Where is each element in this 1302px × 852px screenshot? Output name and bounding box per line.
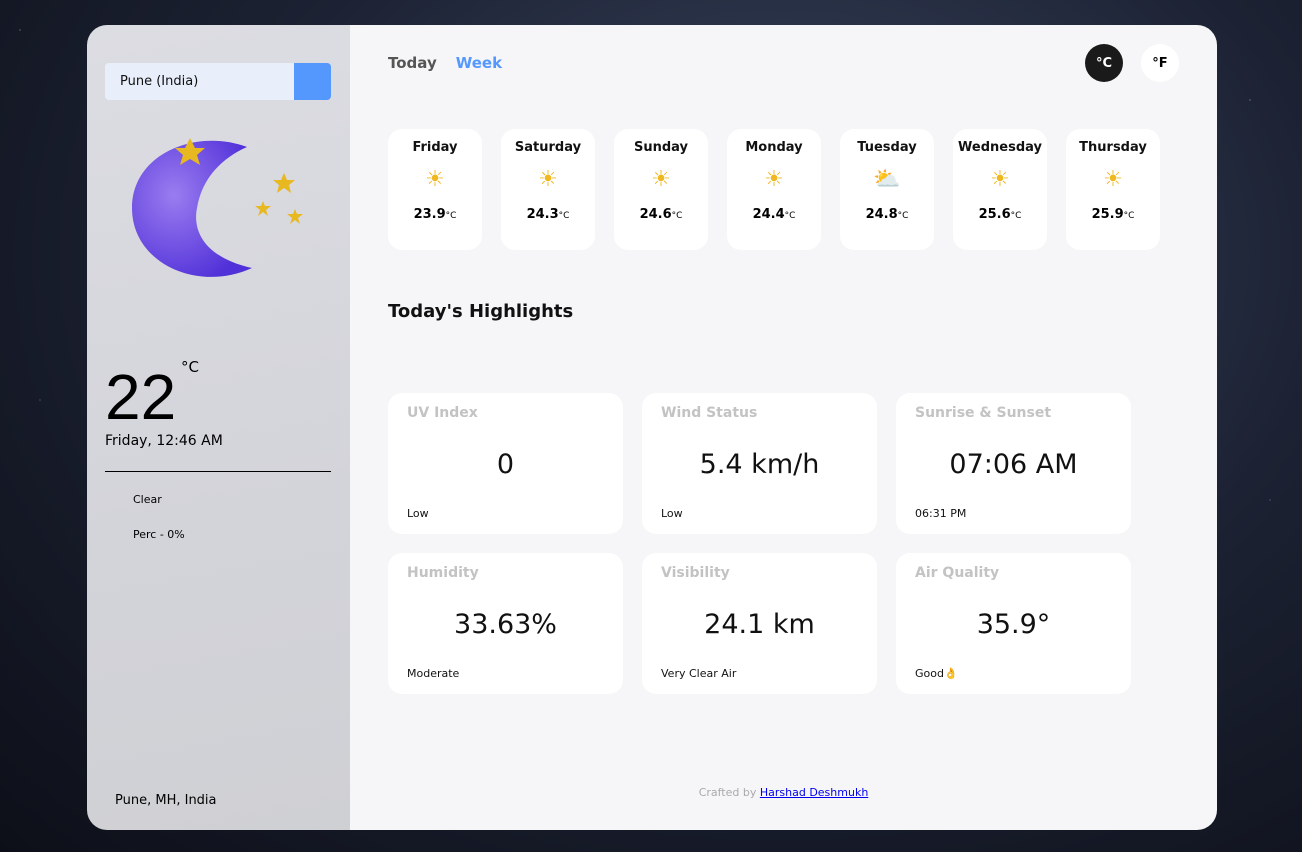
day-temp: 24.4°C bbox=[727, 207, 821, 222]
sidebar: 22 °C Friday, 12:46 AM Clear Perc - 0% P… bbox=[87, 25, 350, 830]
footer-prefix: Crafted by bbox=[698, 786, 760, 799]
highlight-card: Humidity 33.63% Moderate bbox=[388, 553, 623, 694]
tab-today[interactable]: Today bbox=[388, 54, 437, 72]
day-temp-value: 23.9 bbox=[413, 207, 446, 222]
highlight-card: Sunrise & Sunset 07:06 AM 06:31 PM bbox=[896, 393, 1131, 534]
day-temp-unit: °C bbox=[558, 211, 570, 221]
highlight-status: 06:31 PM bbox=[915, 507, 967, 520]
day-temp-unit: °C bbox=[671, 211, 683, 221]
day-name: Wednesday bbox=[958, 140, 1042, 155]
highlight-card: UV Index 0 Low bbox=[388, 393, 623, 534]
day-card: Thursday ☀ 25.9°C bbox=[1066, 129, 1160, 250]
day-name: Sunday bbox=[633, 140, 689, 155]
day-card: Sunday ☀ 24.6°C bbox=[614, 129, 708, 250]
highlight-status: Low bbox=[661, 507, 683, 520]
day-name: Monday bbox=[745, 140, 803, 155]
day-temp-value: 24.4 bbox=[752, 207, 785, 222]
search-bar bbox=[105, 63, 331, 100]
highlight-card: Visibility 24.1 km Very Clear Air bbox=[642, 553, 877, 694]
divider bbox=[105, 471, 331, 472]
temperature-unit: °C bbox=[181, 358, 199, 376]
day-temp: 24.6°C bbox=[614, 207, 708, 222]
day-temp-value: 25.6 bbox=[978, 207, 1011, 222]
highlight-value: 5.4 km/h bbox=[699, 449, 820, 480]
search-input[interactable] bbox=[105, 63, 294, 100]
current-datetime: Friday, 12:46 AM bbox=[105, 433, 223, 449]
highlight-status: Moderate bbox=[407, 667, 460, 680]
tabs: Today Week bbox=[388, 54, 502, 72]
day-temp: 23.9°C bbox=[388, 207, 482, 222]
day-temp-value: 24.3 bbox=[526, 207, 559, 222]
highlight-title: Humidity bbox=[407, 565, 479, 581]
highlight-title: UV Index bbox=[407, 405, 478, 421]
highlight-card: Air Quality 35.9° Good👌 bbox=[896, 553, 1131, 694]
highlight-status: Low bbox=[407, 507, 429, 520]
day-temp-value: 24.6 bbox=[639, 207, 672, 222]
highlight-value: 24.1 km bbox=[704, 609, 815, 640]
tab-week[interactable]: Week bbox=[455, 54, 503, 72]
sun-icon: ☀ bbox=[425, 167, 445, 192]
day-card: Friday ☀ 23.9°C bbox=[388, 129, 482, 250]
highlight-status: Good👌 bbox=[915, 667, 958, 680]
day-temp: 25.9°C bbox=[1066, 207, 1160, 222]
highlight-status: Very Clear Air bbox=[661, 667, 737, 680]
day-temp-unit: °C bbox=[897, 211, 909, 221]
highlight-title: Air Quality bbox=[915, 565, 1000, 581]
location: Pune, MH, India bbox=[115, 793, 217, 808]
day-temp-unit: °C bbox=[784, 211, 796, 221]
search-button[interactable] bbox=[294, 63, 331, 100]
sun-icon: ☀ bbox=[538, 167, 558, 192]
weather-app: 22 °C Friday, 12:46 AM Clear Perc - 0% P… bbox=[87, 25, 1217, 830]
sun-icon: ☀ bbox=[990, 167, 1010, 192]
day-card: Monday ☀ 24.4°C bbox=[727, 129, 821, 250]
footer: Crafted by Harshad Deshmukh bbox=[350, 786, 1217, 799]
highlight-title: Wind Status bbox=[661, 405, 758, 421]
fahrenheit-button[interactable]: °F bbox=[1141, 44, 1179, 82]
highlight-value: 0 bbox=[496, 449, 515, 480]
day-card: Saturday ☀ 24.3°C bbox=[501, 129, 595, 250]
highlight-title: Sunrise & Sunset bbox=[915, 405, 1052, 421]
moon-stars-icon bbox=[132, 138, 303, 277]
highlight-value: 35.9° bbox=[976, 609, 1051, 640]
celsius-button[interactable]: °C bbox=[1085, 44, 1123, 82]
highlight-title: Visibility bbox=[661, 565, 730, 581]
day-temp: 24.8°C bbox=[840, 207, 934, 222]
sun-icon: ☀ bbox=[764, 167, 784, 192]
day-card: Wednesday ☀ 25.6°C bbox=[953, 129, 1047, 250]
day-name: Tuesday bbox=[857, 140, 917, 155]
sun-icon: ☀ bbox=[1103, 167, 1123, 192]
highlight-value: 07:06 AM bbox=[949, 449, 1078, 480]
day-temp: 24.3°C bbox=[501, 207, 595, 222]
day-temp-value: 25.9 bbox=[1091, 207, 1124, 222]
partly-cloudy-icon: ⛅ bbox=[873, 167, 901, 192]
author-link[interactable]: Harshad Deshmukh bbox=[759, 786, 869, 799]
day-temp-value: 24.8 bbox=[865, 207, 898, 222]
highlight-value: 33.63% bbox=[454, 609, 557, 640]
day-temp-unit: °C bbox=[1123, 211, 1135, 221]
day-name: Saturday bbox=[514, 140, 582, 155]
day-temp: 25.6°C bbox=[953, 207, 1047, 222]
sun-icon: ☀ bbox=[651, 167, 671, 192]
day-temp-unit: °C bbox=[1010, 211, 1022, 221]
highlights-grid: (function(){const d=JSON.parse(document.… bbox=[388, 393, 1131, 694]
day-card: Tuesday ⛅ 24.8°C bbox=[840, 129, 934, 250]
day-name: Friday bbox=[412, 140, 458, 155]
highlight-card: Wind Status 5.4 km/h Low bbox=[642, 393, 877, 534]
condition: Clear bbox=[133, 493, 162, 506]
day-name: Thursday bbox=[1079, 140, 1147, 155]
current-temperature: 22 bbox=[105, 361, 177, 433]
day-temp-unit: °C bbox=[445, 211, 457, 221]
precipitation: Perc - 0% bbox=[133, 528, 185, 541]
week-forecast: (function(){const d=JSON.parse(document.… bbox=[388, 129, 1160, 250]
main-panel: Today Week °C °F (function(){const d=JSO… bbox=[350, 25, 1217, 830]
highlights-title: Today's Highlights bbox=[388, 301, 574, 322]
